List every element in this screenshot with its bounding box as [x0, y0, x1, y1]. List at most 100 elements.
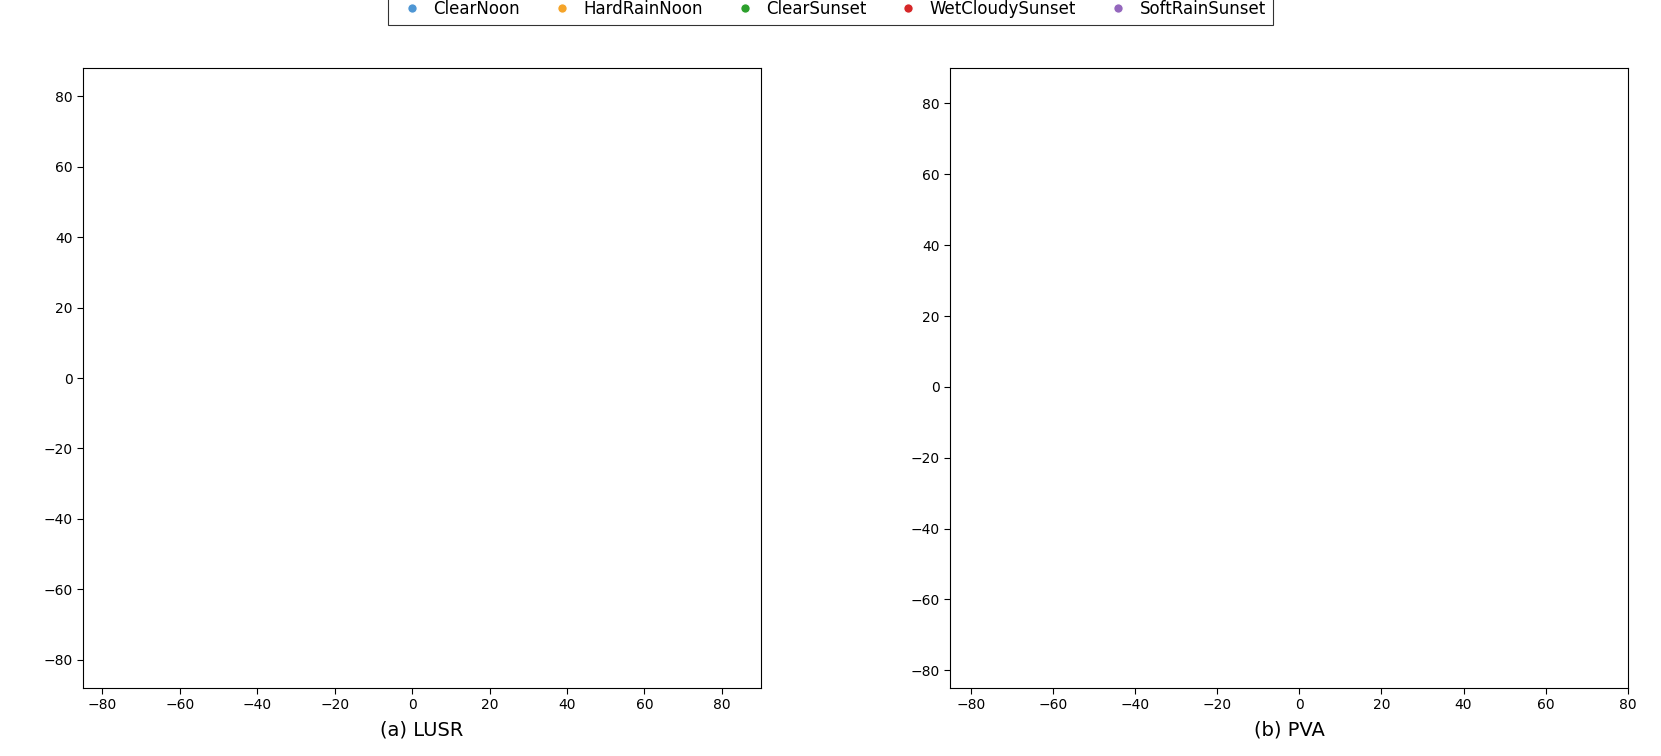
Point: [1022, 255, 1048, 267]
Point: [1111, 569, 1138, 581]
Point: [1070, 355, 1096, 367]
Point: [402, 111, 429, 123]
Point: [649, 482, 676, 494]
Point: [1241, 460, 1267, 472]
Point: [337, 460, 364, 472]
Point: [1256, 642, 1282, 654]
Point: [638, 519, 664, 531]
Point: [307, 152, 334, 164]
Point: [1033, 412, 1060, 424]
Point: [668, 395, 694, 407]
Point: [1468, 521, 1495, 533]
Point: [370, 197, 397, 209]
Point: [1354, 502, 1380, 514]
Point: [628, 229, 654, 241]
Point: [420, 592, 447, 604]
Point: [241, 340, 267, 352]
Point: [646, 533, 673, 545]
Point: [633, 275, 659, 287]
Point: [970, 383, 997, 395]
Point: [1304, 148, 1330, 160]
Point: [1387, 151, 1414, 163]
Point: [468, 299, 495, 311]
Point: [1345, 578, 1372, 590]
Point: [523, 527, 550, 539]
Point: [639, 272, 666, 284]
Point: [322, 471, 349, 483]
Point: [164, 631, 191, 643]
Point: [369, 329, 395, 341]
Point: [1269, 558, 1296, 570]
Point: [975, 286, 1002, 298]
Point: [545, 525, 571, 538]
Point: [1008, 351, 1035, 363]
Point: [267, 104, 294, 116]
Point: [1242, 262, 1269, 274]
Point: [186, 618, 213, 631]
Point: [1325, 646, 1352, 658]
Point: [1442, 280, 1468, 293]
Point: [955, 313, 982, 325]
Point: [1040, 432, 1066, 444]
Point: [1208, 290, 1234, 302]
Point: [316, 156, 342, 169]
Point: [1500, 558, 1526, 570]
Point: [1198, 324, 1224, 336]
Point: [191, 556, 218, 569]
Point: [1031, 416, 1058, 428]
Point: [1440, 429, 1467, 441]
Point: [993, 268, 1020, 280]
Point: [349, 110, 375, 122]
Point: [1274, 618, 1301, 631]
Point: [394, 110, 420, 122]
Point: [1347, 497, 1374, 510]
Point: [1340, 544, 1367, 556]
Point: [1224, 373, 1251, 386]
Point: [377, 417, 404, 429]
Point: [1320, 456, 1347, 468]
Point: [1306, 153, 1332, 166]
Point: [171, 476, 198, 488]
Point: [334, 374, 360, 386]
Point: [111, 325, 138, 337]
Point: [1423, 482, 1450, 494]
Point: [365, 314, 392, 327]
Point: [1304, 472, 1330, 485]
Point: [1364, 107, 1390, 119]
Point: [1246, 507, 1272, 519]
Point: [498, 583, 525, 595]
Point: [389, 195, 415, 207]
Point: [1304, 89, 1330, 101]
Point: [1311, 102, 1337, 114]
Point: [1427, 463, 1453, 475]
Point: [1385, 575, 1412, 587]
Point: [1246, 407, 1272, 420]
Point: [1115, 242, 1141, 254]
Point: [1400, 612, 1427, 624]
Point: [1156, 407, 1183, 420]
Point: [337, 283, 364, 295]
Point: [337, 527, 364, 539]
Point: [490, 469, 517, 482]
Point: [424, 417, 450, 429]
Point: [347, 507, 374, 519]
Point: [345, 411, 372, 423]
Point: [1178, 366, 1204, 378]
Point: [395, 625, 422, 637]
Point: [1271, 116, 1297, 128]
Point: [485, 383, 512, 395]
Point: [706, 433, 733, 445]
Point: [1334, 307, 1360, 319]
Point: [719, 438, 746, 451]
Point: [281, 149, 307, 161]
Point: [1447, 466, 1473, 478]
Point: [671, 473, 698, 485]
Point: [1370, 575, 1397, 587]
Point: [349, 585, 375, 597]
Point: [312, 358, 339, 370]
Point: [341, 278, 367, 290]
Point: [282, 641, 309, 653]
Point: [1224, 321, 1251, 333]
Point: [309, 101, 336, 113]
Point: [414, 339, 440, 352]
